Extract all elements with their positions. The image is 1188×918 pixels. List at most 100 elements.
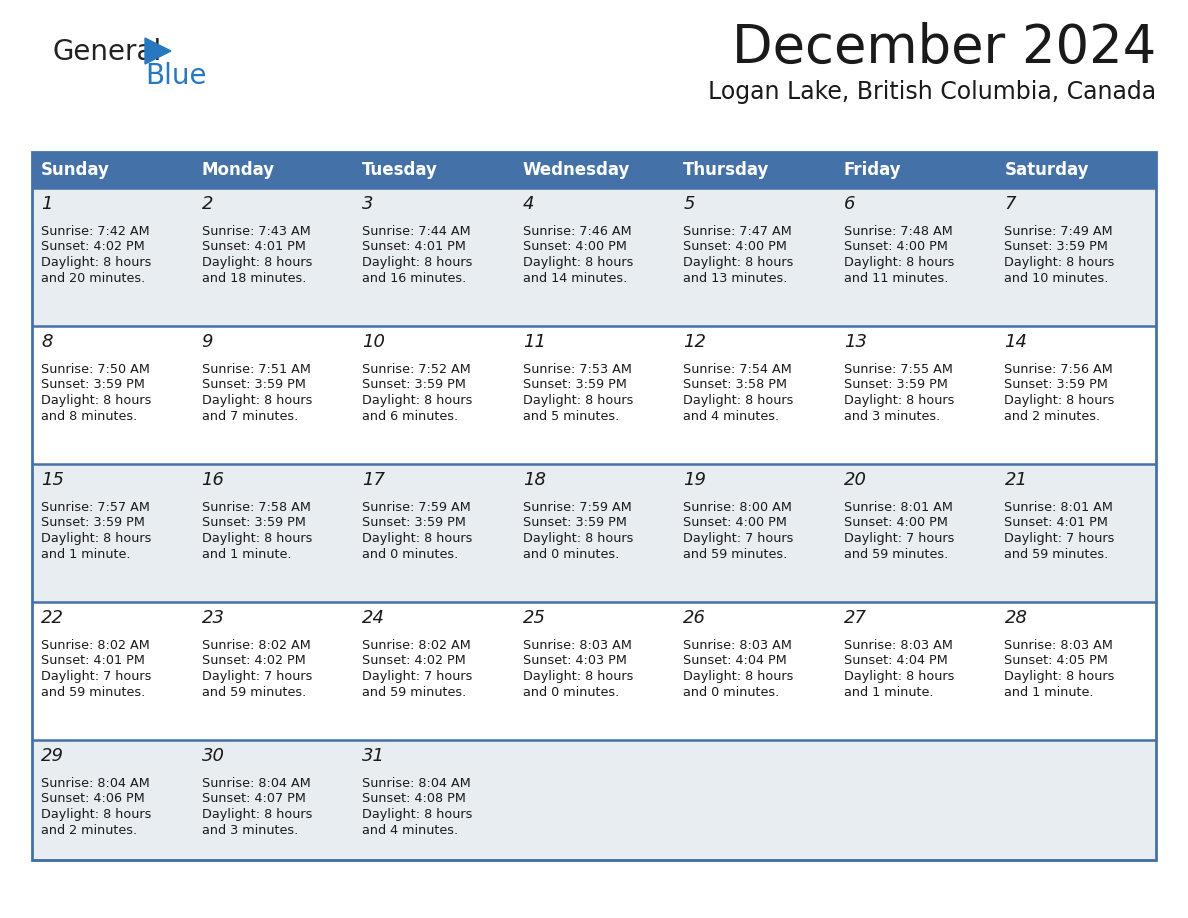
Text: Daylight: 8 hours: Daylight: 8 hours — [523, 532, 633, 545]
Text: and 59 minutes.: and 59 minutes. — [42, 686, 145, 699]
Text: Sunrise: 7:42 AM: Sunrise: 7:42 AM — [42, 225, 150, 238]
Text: and 59 minutes.: and 59 minutes. — [683, 547, 788, 561]
Text: Friday: Friday — [843, 161, 902, 179]
Text: 21: 21 — [1004, 471, 1028, 489]
Text: 16: 16 — [202, 471, 225, 489]
Text: Logan Lake, British Columbia, Canada: Logan Lake, British Columbia, Canada — [708, 80, 1156, 104]
Text: Sunset: 3:59 PM: Sunset: 3:59 PM — [523, 378, 626, 391]
Text: 4: 4 — [523, 195, 535, 213]
Text: Daylight: 8 hours: Daylight: 8 hours — [1004, 256, 1114, 269]
Text: and 6 minutes.: and 6 minutes. — [362, 409, 459, 422]
Text: and 2 minutes.: and 2 minutes. — [1004, 409, 1100, 422]
Text: and 1 minute.: and 1 minute. — [42, 547, 131, 561]
Bar — [996, 152, 1156, 188]
Text: and 8 minutes.: and 8 minutes. — [42, 409, 138, 422]
Text: and 20 minutes.: and 20 minutes. — [42, 272, 145, 285]
Text: and 1 minute.: and 1 minute. — [1004, 686, 1094, 699]
Text: and 1 minute.: and 1 minute. — [843, 686, 934, 699]
Text: Daylight: 8 hours: Daylight: 8 hours — [362, 532, 473, 545]
Text: Sunrise: 8:02 AM: Sunrise: 8:02 AM — [362, 639, 470, 652]
Text: Sunrise: 8:01 AM: Sunrise: 8:01 AM — [843, 501, 953, 514]
Text: and 2 minutes.: and 2 minutes. — [42, 823, 137, 836]
Text: Daylight: 8 hours: Daylight: 8 hours — [683, 256, 794, 269]
Text: Sunset: 4:01 PM: Sunset: 4:01 PM — [202, 241, 305, 253]
Text: Daylight: 8 hours: Daylight: 8 hours — [1004, 394, 1114, 407]
Bar — [513, 152, 675, 188]
Text: Sunrise: 7:53 AM: Sunrise: 7:53 AM — [523, 363, 632, 376]
Text: Saturday: Saturday — [1004, 161, 1089, 179]
Bar — [32, 152, 192, 188]
Text: 26: 26 — [683, 609, 707, 627]
Text: Sunrise: 8:04 AM: Sunrise: 8:04 AM — [362, 777, 470, 790]
Text: 11: 11 — [523, 333, 545, 351]
Bar — [32, 464, 1156, 602]
Text: Daylight: 8 hours: Daylight: 8 hours — [202, 256, 312, 269]
Text: December 2024: December 2024 — [732, 22, 1156, 74]
Text: Sunset: 4:00 PM: Sunset: 4:00 PM — [683, 517, 788, 530]
Text: and 0 minutes.: and 0 minutes. — [683, 686, 779, 699]
Text: 3: 3 — [362, 195, 374, 213]
Text: and 3 minutes.: and 3 minutes. — [202, 823, 298, 836]
Bar — [353, 152, 513, 188]
Text: Sunrise: 8:00 AM: Sunrise: 8:00 AM — [683, 501, 792, 514]
Text: Sunrise: 7:50 AM: Sunrise: 7:50 AM — [42, 363, 150, 376]
Text: Sunset: 4:02 PM: Sunset: 4:02 PM — [202, 655, 305, 667]
Text: and 59 minutes.: and 59 minutes. — [1004, 547, 1108, 561]
Text: Sunset: 3:59 PM: Sunset: 3:59 PM — [523, 517, 626, 530]
Text: Sunrise: 8:02 AM: Sunrise: 8:02 AM — [202, 639, 310, 652]
Text: Blue: Blue — [145, 62, 207, 90]
Text: General: General — [52, 38, 162, 66]
Text: 27: 27 — [843, 609, 867, 627]
Text: Sunset: 4:02 PM: Sunset: 4:02 PM — [362, 655, 466, 667]
Text: Sunrise: 7:51 AM: Sunrise: 7:51 AM — [202, 363, 310, 376]
Text: 19: 19 — [683, 471, 707, 489]
Text: 15: 15 — [42, 471, 64, 489]
Text: Sunrise: 8:04 AM: Sunrise: 8:04 AM — [202, 777, 310, 790]
Text: Daylight: 7 hours: Daylight: 7 hours — [42, 670, 151, 683]
Text: and 59 minutes.: and 59 minutes. — [843, 547, 948, 561]
Text: Sunset: 4:01 PM: Sunset: 4:01 PM — [362, 241, 466, 253]
Text: Sunset: 3:59 PM: Sunset: 3:59 PM — [1004, 378, 1108, 391]
Text: and 11 minutes.: and 11 minutes. — [843, 272, 948, 285]
Text: Sunset: 4:04 PM: Sunset: 4:04 PM — [683, 655, 786, 667]
Text: Daylight: 8 hours: Daylight: 8 hours — [202, 808, 312, 821]
Text: 8: 8 — [42, 333, 52, 351]
Text: Daylight: 8 hours: Daylight: 8 hours — [42, 532, 151, 545]
Text: Sunrise: 7:52 AM: Sunrise: 7:52 AM — [362, 363, 470, 376]
Text: Sunrise: 7:47 AM: Sunrise: 7:47 AM — [683, 225, 792, 238]
Text: Daylight: 8 hours: Daylight: 8 hours — [843, 256, 954, 269]
Text: 14: 14 — [1004, 333, 1028, 351]
Text: Daylight: 8 hours: Daylight: 8 hours — [523, 670, 633, 683]
Text: and 0 minutes.: and 0 minutes. — [362, 547, 459, 561]
Text: Sunset: 4:03 PM: Sunset: 4:03 PM — [523, 655, 626, 667]
Text: and 16 minutes.: and 16 minutes. — [362, 272, 467, 285]
Text: Daylight: 7 hours: Daylight: 7 hours — [202, 670, 312, 683]
Text: Daylight: 7 hours: Daylight: 7 hours — [843, 532, 954, 545]
Polygon shape — [145, 38, 171, 64]
Text: Wednesday: Wednesday — [523, 161, 630, 179]
Text: Daylight: 7 hours: Daylight: 7 hours — [362, 670, 473, 683]
Text: 29: 29 — [42, 747, 64, 765]
Text: and 18 minutes.: and 18 minutes. — [202, 272, 307, 285]
Text: 20: 20 — [843, 471, 867, 489]
Text: Daylight: 8 hours: Daylight: 8 hours — [683, 670, 794, 683]
Text: Sunrise: 7:49 AM: Sunrise: 7:49 AM — [1004, 225, 1113, 238]
Text: Sunset: 3:59 PM: Sunset: 3:59 PM — [202, 517, 305, 530]
Text: Daylight: 8 hours: Daylight: 8 hours — [683, 394, 794, 407]
Text: 18: 18 — [523, 471, 545, 489]
Text: Sunset: 4:04 PM: Sunset: 4:04 PM — [843, 655, 948, 667]
Text: Sunrise: 8:03 AM: Sunrise: 8:03 AM — [1004, 639, 1113, 652]
Text: Sunrise: 7:44 AM: Sunrise: 7:44 AM — [362, 225, 470, 238]
Text: Sunset: 4:00 PM: Sunset: 4:00 PM — [523, 241, 626, 253]
Text: Sunset: 4:08 PM: Sunset: 4:08 PM — [362, 792, 466, 805]
Text: Sunset: 4:00 PM: Sunset: 4:00 PM — [843, 241, 948, 253]
Bar — [32, 326, 1156, 464]
Text: Daylight: 8 hours: Daylight: 8 hours — [202, 532, 312, 545]
Text: Sunrise: 7:59 AM: Sunrise: 7:59 AM — [523, 501, 632, 514]
Text: Sunset: 4:05 PM: Sunset: 4:05 PM — [1004, 655, 1108, 667]
Text: Daylight: 8 hours: Daylight: 8 hours — [523, 256, 633, 269]
Text: 28: 28 — [1004, 609, 1028, 627]
Text: 5: 5 — [683, 195, 695, 213]
Text: Sunset: 3:58 PM: Sunset: 3:58 PM — [683, 378, 788, 391]
Text: Sunrise: 7:55 AM: Sunrise: 7:55 AM — [843, 363, 953, 376]
